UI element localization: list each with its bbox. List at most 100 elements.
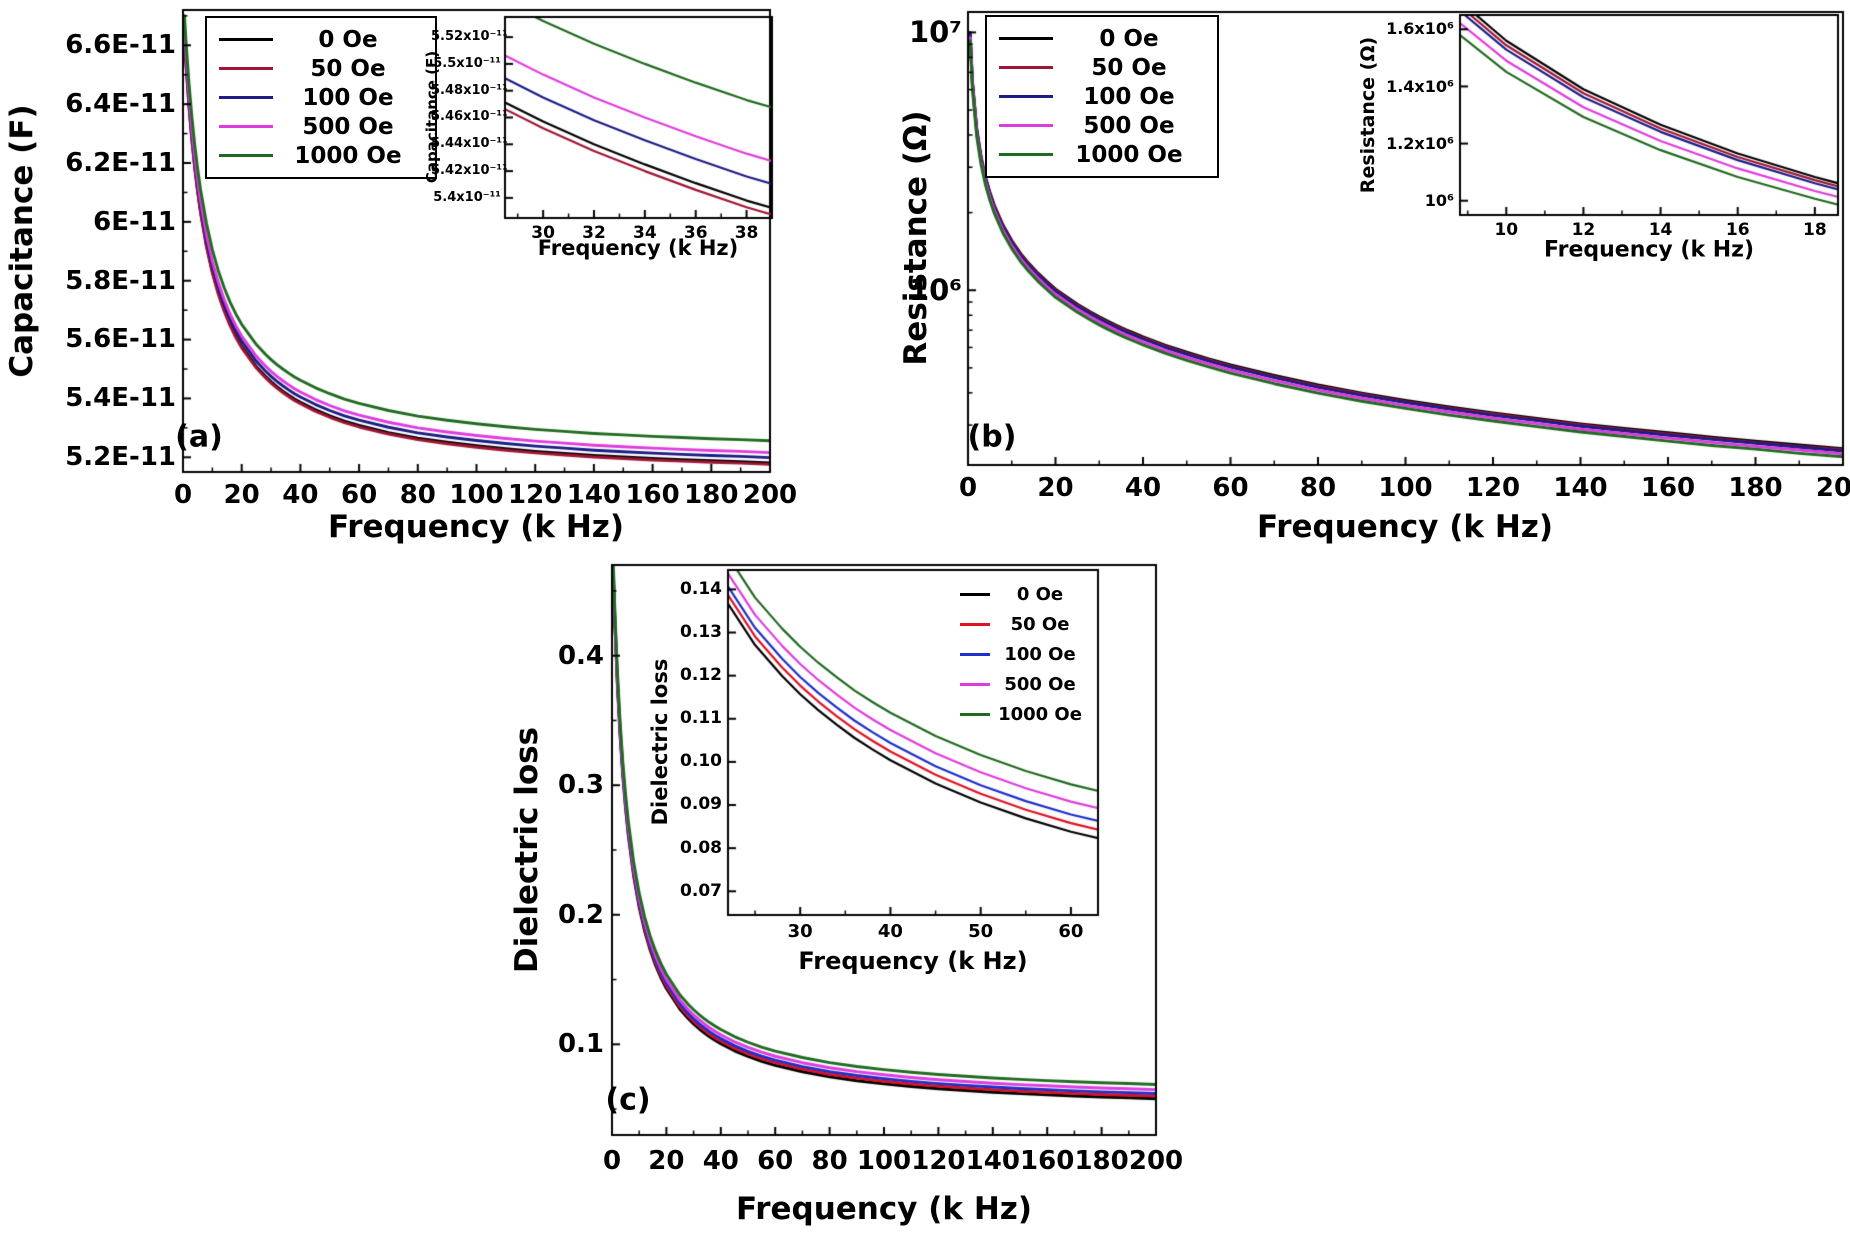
legend-entry-0-oe: 0 Oe [207, 25, 435, 54]
panel-a-y-axis-title: Capacitance (F) [4, 104, 40, 378]
x-tick-label: 160 [625, 480, 680, 510]
x-tick-label: 38 [734, 223, 759, 243]
panel-c-x-axis-title: Frequency (k Hz) [736, 1191, 1032, 1227]
panel-c-inset-x-axis-title: Frequency (k Hz) [798, 947, 1028, 975]
legend-label: 100 Oe [1083, 83, 1175, 110]
x-tick-label: 160 [1640, 473, 1696, 503]
legend-entry-0-oe: 0 Oe [987, 24, 1217, 53]
x-tick-label: 100 [449, 480, 504, 510]
panel-b-letter: (b) [967, 419, 1017, 455]
x-tick-label: 60 [1212, 473, 1249, 503]
y-tick-label: 10⁶ [1424, 190, 1454, 210]
panel-c-letter: (c) [605, 1082, 651, 1118]
legend-entry-1000-oe: 1000 Oe [987, 140, 1217, 169]
legend-entry-50-oe: 50 Oe [207, 54, 435, 83]
panel-a-inset-x-axis-title: Frequency (k Hz) [537, 236, 739, 260]
x-tick-label: 0 [602, 1146, 622, 1176]
x-tick-label: 16 [1725, 220, 1750, 240]
x-tick-label: 40 [1124, 473, 1162, 503]
legend-line-swatch [960, 712, 990, 716]
y-tick-label: 6.6E-11 [65, 30, 176, 61]
y-tick-label: 5.2E-11 [65, 442, 176, 473]
legend-entry-0-oe: 0 Oe [956, 579, 1094, 609]
y-tick-label: 0.08 [680, 837, 722, 858]
legend-entry-500-oe: 500 Oe [987, 111, 1217, 140]
x-tick-label: 180 [1728, 473, 1783, 503]
y-tick-label: 0.10 [680, 751, 722, 772]
legend-label: 1000 Oe [998, 703, 1082, 725]
legend-label: 1000 Oe [1075, 141, 1183, 168]
x-tick-label: 120 [1465, 473, 1521, 503]
legend-entry-1000-oe: 1000 Oe [956, 699, 1094, 729]
x-tick-label: 10 [1494, 220, 1519, 240]
x-tick-label: 80 [811, 1146, 848, 1176]
legend-line-swatch [960, 622, 990, 626]
x-tick-label: 36 [683, 223, 708, 243]
y-tick-label: 5.5x10⁻¹¹ [433, 55, 501, 71]
panel-a-legend: 0 Oe 50 Oe 100 Oe 500 Oe 1000 Oe [205, 16, 437, 179]
legend-line-swatch [999, 124, 1053, 127]
y-tick-label: 0.14 [680, 578, 722, 599]
y-tick-label: 0.13 [680, 621, 722, 642]
panel-b-x-axis-title: Frequency (k Hz) [1257, 509, 1553, 545]
x-tick-label: 200 [1128, 1146, 1184, 1176]
panel-b-inset-x-axis-title: Frequency (k Hz) [1543, 237, 1755, 263]
panel-b-y-axis-title: Resistance (Ω) [898, 110, 934, 366]
panel-b-inset-y-axis-title: Resistance (Ω) [1357, 36, 1379, 194]
x-tick-label: 200 [742, 480, 798, 510]
legend-label: 100 Oe [302, 84, 394, 111]
y-tick-label: 0.1 [557, 1029, 604, 1060]
x-tick-label: 140 [1553, 473, 1608, 503]
legend-line-swatch [999, 66, 1053, 69]
legend-entry-500-oe: 500 Oe [207, 112, 435, 141]
y-tick-label: 5.42x10⁻¹¹ [431, 163, 508, 179]
y-tick-label: 1.4x10⁶ [1386, 76, 1454, 96]
x-tick-label: 140 [965, 1146, 1020, 1176]
legend-entry-500-oe: 500 Oe [956, 669, 1094, 699]
y-tick-label: 0.2 [557, 899, 604, 930]
x-tick-label: 80 [1299, 473, 1337, 503]
legend-line-swatch [999, 95, 1053, 98]
legend-label: 50 Oe [1091, 54, 1167, 81]
x-tick-label: 180 [1074, 1146, 1129, 1176]
legend-entry-100-oe: 100 Oe [207, 83, 435, 112]
x-tick-label: 0 [958, 473, 978, 503]
x-tick-label: 20 [223, 480, 260, 510]
legend-label: 500 Oe [1083, 112, 1175, 139]
legend-label: 0 Oe [1099, 25, 1159, 52]
x-tick-label: 18 [1803, 220, 1827, 240]
x-tick-label: 20 [648, 1146, 685, 1176]
legend-entry-50-oe: 50 Oe [956, 609, 1094, 639]
x-tick-label: 60 [757, 1146, 794, 1176]
panel-a-letter: (a) [175, 419, 223, 455]
legend-line-swatch [219, 96, 273, 99]
y-tick-label: 5.6E-11 [65, 324, 176, 355]
y-tick-label: 10⁶ [908, 273, 962, 308]
legend-label: 0 Oe [1016, 583, 1064, 605]
y-tick-label: 10⁷ [908, 15, 962, 50]
legend-line-swatch [219, 38, 273, 41]
legend-label: 50 Oe [310, 55, 386, 82]
x-tick-label: 40 [282, 480, 319, 510]
y-tick-label: 5.46x10⁻¹¹ [431, 109, 508, 125]
x-tick-label: 20 [1037, 473, 1074, 503]
legend-line-swatch [999, 153, 1053, 156]
x-tick-label: 40 [702, 1146, 739, 1176]
y-tick-label: 1.6x10⁶ [1386, 19, 1454, 39]
x-tick-label: 120 [911, 1146, 966, 1176]
x-tick-label: 30 [531, 223, 555, 243]
panel-c-dielectric-loss-chart: Dielectric loss Frequency (k Hz) (c) 0 O… [490, 555, 1210, 1259]
legend-label: 1000 Oe [294, 142, 402, 169]
x-tick-label: 12 [1571, 220, 1596, 240]
legend-entry-100-oe: 100 Oe [956, 639, 1094, 669]
y-tick-label: 0.07 [680, 880, 722, 901]
x-tick-label: 40 [877, 921, 903, 942]
y-tick-label: 5.48x10⁻¹¹ [431, 82, 508, 98]
x-tick-label: 100 [1378, 473, 1433, 503]
y-tick-label: 5.4E-11 [65, 383, 176, 414]
legend-line-swatch [960, 592, 990, 596]
panel-c-y-axis-title: Dielectric loss [509, 726, 545, 974]
y-tick-label: 0.09 [680, 794, 722, 815]
x-tick-label: 0 [173, 480, 193, 510]
